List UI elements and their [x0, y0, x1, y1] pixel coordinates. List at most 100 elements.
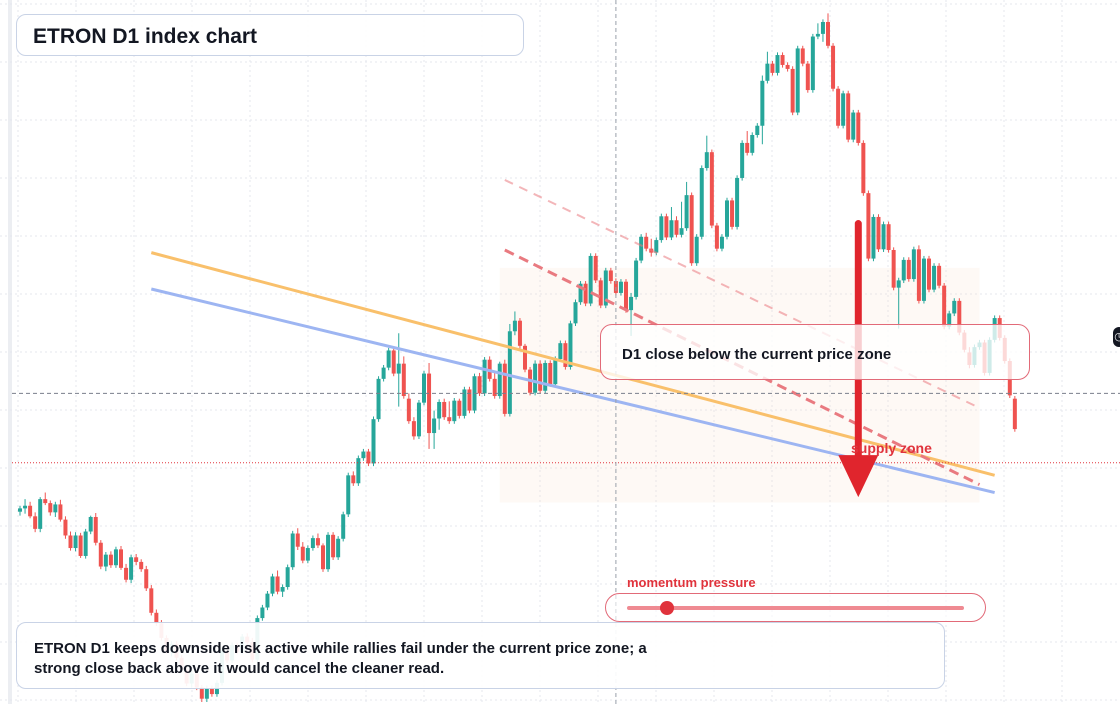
candle-down — [517, 320, 522, 346]
candle-down — [467, 389, 472, 411]
candle-up — [659, 216, 664, 241]
candle-down — [108, 554, 113, 566]
candle-up — [932, 265, 937, 290]
candle-up — [704, 152, 709, 169]
momentum-slider[interactable] — [605, 593, 986, 622]
candle-down — [33, 516, 38, 529]
candle-up — [103, 554, 108, 567]
candle-down — [785, 64, 790, 69]
trendline-orange — [150, 251, 996, 477]
candle-down — [93, 516, 98, 543]
candle-down — [401, 363, 406, 397]
candle-up — [820, 21, 825, 34]
candle-up — [684, 195, 689, 229]
candle-up — [204, 688, 209, 699]
candle-up — [775, 55, 780, 73]
candle-down — [134, 557, 139, 562]
candle-down — [366, 451, 371, 464]
candle-down — [608, 270, 613, 282]
candle-down — [906, 259, 911, 280]
candle-down — [144, 569, 149, 589]
candle-down — [836, 88, 841, 126]
summary-text: ETRON D1 keeps downside risk active whil… — [34, 640, 647, 677]
candle-down — [447, 417, 452, 422]
candle-up — [83, 531, 88, 556]
supply-zone-label: supply zone — [851, 440, 932, 456]
candle-up — [871, 216, 876, 259]
candle-up — [558, 343, 563, 360]
candle-down — [48, 503, 53, 513]
candle-up — [336, 538, 341, 558]
candle-up — [386, 350, 391, 368]
candle-down — [139, 561, 144, 570]
candle-up — [53, 504, 58, 513]
candle-up — [507, 331, 512, 414]
candle-down — [315, 538, 320, 546]
candle-down — [805, 63, 810, 91]
candle-up — [88, 516, 93, 532]
candle-up — [735, 177, 740, 227]
candle-down — [58, 504, 63, 520]
candle-down — [861, 142, 866, 194]
candle-down — [63, 519, 68, 536]
candle-up — [654, 240, 659, 253]
candle-up — [73, 535, 78, 549]
candle-up — [416, 402, 421, 437]
candle-down — [209, 688, 214, 695]
candle-down — [502, 363, 507, 414]
candle-up — [23, 505, 28, 509]
candle-down — [800, 48, 805, 64]
candle-down — [43, 499, 48, 504]
summary-box: ETRON D1 keeps downside risk active whil… — [16, 622, 945, 689]
candle-down — [411, 421, 416, 437]
candle-down — [492, 378, 497, 397]
clock-icon[interactable]: ◷ — [1113, 327, 1120, 347]
candle-up — [603, 270, 608, 306]
candle-up — [911, 249, 916, 280]
candle-down — [442, 401, 447, 418]
candle-down — [427, 373, 432, 434]
candle-up — [952, 300, 957, 314]
chart-title-box: ETRON D1 index chart — [16, 14, 524, 56]
candle-up — [371, 419, 376, 464]
candle-up — [290, 533, 295, 568]
candle-down — [709, 152, 714, 226]
candle-up — [679, 228, 684, 235]
candle-down — [406, 398, 411, 422]
candle-down — [876, 216, 881, 250]
candle-down — [124, 567, 129, 580]
candle-down — [598, 280, 603, 306]
candle-up — [326, 534, 331, 570]
candle-up — [896, 280, 901, 288]
momentum-knob[interactable] — [660, 601, 675, 615]
candle-down — [856, 112, 861, 143]
price-zone-callout: D1 close below the current price zone — [600, 324, 1030, 380]
candle-up — [381, 367, 386, 379]
candle-down — [149, 588, 154, 613]
candle-down — [300, 546, 305, 561]
candle-down — [886, 224, 891, 250]
candle-up — [699, 168, 704, 237]
candle-up — [432, 418, 437, 434]
candle-down — [927, 258, 931, 290]
candle-up — [361, 451, 366, 459]
candle-up — [310, 538, 315, 549]
candle-up — [512, 320, 517, 332]
candle-up — [755, 125, 760, 135]
candle-down — [916, 249, 921, 301]
candle-up — [639, 236, 644, 261]
candle-up — [346, 475, 351, 515]
candle-down — [826, 21, 830, 46]
candle-up — [750, 134, 755, 153]
candle-down — [866, 193, 871, 259]
momentum-label: momentum pressure — [627, 575, 756, 590]
candle-up — [568, 323, 573, 367]
candle-up — [462, 389, 467, 416]
arrow-head — [838, 455, 879, 498]
candle-down — [613, 281, 618, 293]
candle-up — [694, 236, 699, 264]
candle-down — [891, 249, 896, 288]
candle-down — [98, 542, 103, 567]
candle-down — [745, 142, 750, 153]
candle-up — [341, 514, 346, 539]
